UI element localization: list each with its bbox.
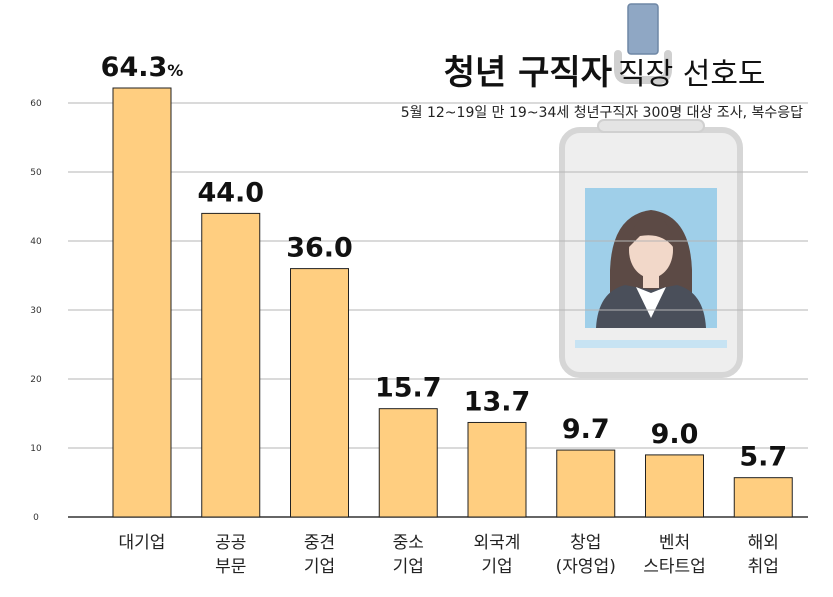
category-label: (자영업) (556, 557, 616, 577)
category-label: 기업 (393, 557, 424, 577)
id-badge-illustration (559, 3, 743, 378)
category-label: 대기업 (119, 533, 166, 553)
category-label: 벤처 (659, 533, 690, 553)
bar (201, 212, 261, 518)
category-label: 스타트업 (643, 557, 706, 577)
gridlines (68, 102, 808, 449)
value-label: 9.0 (651, 419, 699, 450)
value-label: 64.3% (101, 52, 184, 83)
category-label: 부문 (215, 557, 246, 577)
y-tick-label: 30 (30, 306, 42, 316)
chart-subtitle: 5월 12~19일 만 19~34세 청년구직자 300명 대상 조사, 복수응… (401, 105, 803, 121)
y-tick-label: 0 (33, 513, 39, 523)
value-label: 13.7 (464, 386, 531, 417)
bar (290, 268, 349, 518)
y-axis: 0 10 20 30 40 50 60 (30, 99, 42, 523)
value-label: 44.0 (197, 177, 264, 208)
category-label: 기업 (304, 557, 335, 577)
category-label: 외국계 (474, 533, 521, 553)
chart-title-rest: 직장 선호도 (618, 57, 766, 92)
chart-title-bold: 청년 구직자 (444, 53, 612, 93)
bars (112, 87, 793, 518)
value-label: 9.7 (562, 414, 610, 445)
category-label: 중소 (393, 533, 424, 553)
bar (645, 454, 704, 518)
value-label: 5.7 (739, 442, 787, 473)
y-tick-label: 20 (30, 375, 42, 385)
bar (467, 421, 527, 518)
category-label: 취업 (748, 557, 779, 577)
bar (733, 477, 793, 518)
value-unit: % (167, 61, 183, 80)
category-label: 해외 (748, 533, 779, 553)
y-tick-label: 40 (30, 237, 42, 247)
value-label: 15.7 (375, 373, 442, 404)
category-label: 공공 (215, 533, 246, 553)
bar (378, 408, 438, 518)
bar (112, 87, 172, 518)
y-tick-label: 60 (30, 99, 42, 109)
category-label: 중견 (304, 533, 335, 553)
y-tick-label: 50 (30, 168, 42, 178)
value-labels: 64.3% 44.0 36.0 15.7 13.7 9.7 9.0 5.7 (101, 52, 788, 473)
y-tick-label: 10 (30, 444, 42, 454)
category-label: 창업 (570, 533, 601, 553)
value-label: 36.0 (286, 233, 353, 264)
category-label: 기업 (481, 557, 512, 577)
bar (556, 449, 616, 518)
